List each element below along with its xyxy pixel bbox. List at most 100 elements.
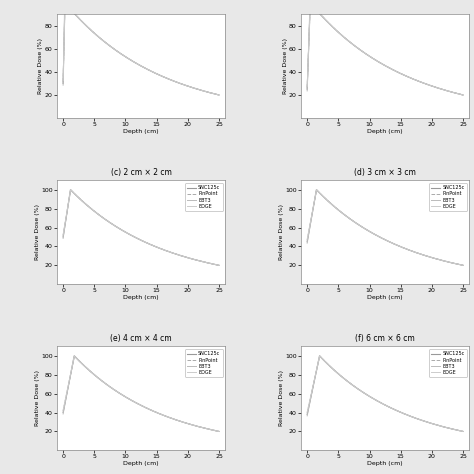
EBT3 [135, 61, 140, 67]
EBT3 [380, 401, 385, 407]
EDGE [389, 405, 395, 411]
EDGE [389, 240, 395, 246]
PinPoint [60, 79, 66, 84]
SNC125c [432, 84, 438, 90]
SNC125c [136, 62, 141, 67]
Line: EBT3: EBT3 [307, 3, 463, 95]
Title: (d) 3 cm × 3 cm: (d) 3 cm × 3 cm [354, 168, 416, 177]
SNC125c [216, 92, 222, 98]
PinPoint [145, 240, 151, 246]
EDGE [457, 91, 463, 97]
EDGE [60, 407, 66, 413]
PinPoint [136, 401, 141, 407]
Y-axis label: Relative Dose (%): Relative Dose (%) [279, 370, 284, 427]
EDGE [308, 0, 313, 6]
SNC125c [460, 263, 466, 268]
EDGE [136, 401, 141, 407]
EDGE [135, 401, 140, 406]
EDGE [68, 187, 73, 192]
SNC125c [135, 61, 140, 67]
Y-axis label: Relative Dose (%): Relative Dose (%) [279, 204, 284, 260]
Line: EBT3: EBT3 [63, 356, 219, 431]
EDGE [145, 67, 151, 73]
EDGE [188, 84, 194, 90]
EBT3 [145, 406, 151, 411]
EDGE [380, 401, 385, 407]
SNC125c [389, 66, 395, 72]
EDGE [213, 428, 219, 434]
PinPoint [460, 92, 466, 98]
PinPoint [135, 236, 140, 241]
PinPoint [145, 406, 151, 411]
EBT3 [71, 353, 77, 359]
EDGE [136, 62, 141, 67]
PinPoint [72, 353, 77, 359]
PinPoint [380, 236, 385, 241]
PinPoint [389, 240, 395, 246]
PinPoint [145, 67, 151, 73]
EBT3 [389, 406, 395, 411]
EBT3 [457, 91, 463, 97]
EDGE [389, 66, 395, 72]
SNC125c [135, 236, 140, 241]
EDGE [397, 244, 403, 249]
PinPoint [216, 428, 222, 434]
Line: SNC125c: SNC125c [307, 3, 463, 95]
EDGE [304, 83, 310, 89]
SNC125c [188, 256, 194, 262]
EBT3 [135, 236, 140, 241]
EDGE [145, 406, 151, 411]
SNC125c [154, 410, 159, 415]
EDGE [379, 61, 384, 66]
SNC125c [314, 187, 319, 192]
SNC125c [62, 0, 68, 6]
EBT3 [216, 428, 222, 434]
EDGE [154, 410, 159, 415]
Line: EDGE: EDGE [63, 356, 219, 431]
PinPoint [432, 84, 438, 90]
Line: EDGE: EDGE [307, 3, 463, 95]
SNC125c [135, 401, 140, 406]
Line: SNC125c: SNC125c [63, 3, 219, 95]
EDGE [213, 262, 219, 267]
EBT3 [136, 401, 141, 407]
EBT3 [135, 401, 140, 407]
Line: EBT3: EBT3 [307, 190, 463, 265]
PinPoint [457, 91, 463, 97]
EBT3 [60, 82, 66, 88]
SNC125c [460, 428, 466, 434]
PinPoint [380, 401, 385, 407]
EDGE [380, 61, 385, 67]
EBT3 [307, 0, 313, 6]
SNC125c [379, 401, 384, 406]
SNC125c [304, 239, 310, 245]
SNC125c [317, 353, 322, 359]
EDGE [397, 409, 403, 415]
EBT3 [67, 187, 73, 192]
SNC125c [457, 91, 463, 97]
SNC125c [136, 236, 141, 242]
SNC125c [145, 406, 151, 411]
PinPoint [188, 422, 194, 428]
PinPoint [379, 235, 384, 241]
PinPoint [397, 409, 403, 415]
EDGE [432, 422, 438, 428]
EDGE [379, 235, 384, 241]
EDGE [397, 71, 403, 76]
PinPoint [432, 255, 438, 261]
EBT3 [62, 0, 67, 6]
EDGE [154, 244, 159, 250]
PinPoint [135, 401, 140, 406]
EBT3 [304, 240, 310, 246]
X-axis label: Depth (cm): Depth (cm) [367, 128, 403, 134]
X-axis label: Depth (cm): Depth (cm) [367, 295, 403, 300]
Title: (f) 6 cm × 6 cm: (f) 6 cm × 6 cm [355, 334, 415, 343]
Y-axis label: Relative Dose (%): Relative Dose (%) [35, 370, 40, 427]
EBT3 [460, 263, 466, 268]
SNC125c [397, 71, 403, 76]
SNC125c [213, 428, 219, 434]
EBT3 [460, 428, 466, 434]
SNC125c [397, 409, 403, 415]
SNC125c [68, 187, 73, 192]
EBT3 [457, 428, 463, 434]
